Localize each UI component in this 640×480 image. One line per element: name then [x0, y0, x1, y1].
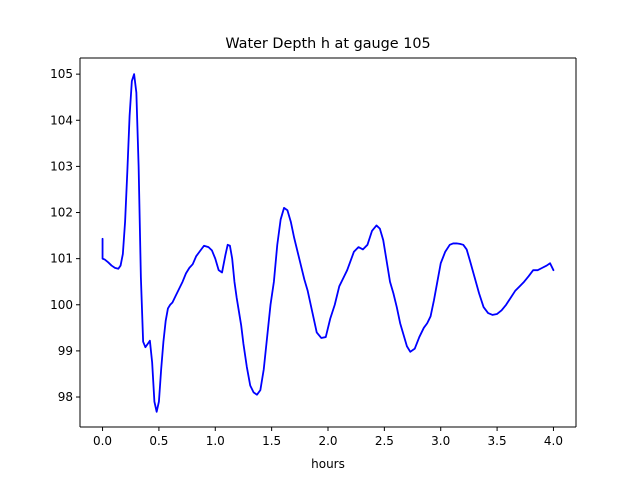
series-line-0 [101, 73, 555, 413]
y-tick-label: 98 [58, 390, 73, 404]
x-tick-label: 1.5 [262, 434, 281, 448]
x-axis-label: hours [311, 457, 345, 471]
x-tick-label: 3.5 [488, 434, 507, 448]
y-tick-label: 105 [50, 67, 73, 81]
y-tick-label: 102 [50, 206, 73, 220]
y-tick-label: 99 [58, 344, 73, 358]
x-tick-label: 3.0 [431, 434, 450, 448]
x-tick-label: 1.0 [206, 434, 225, 448]
x-tick-label: 4.0 [544, 434, 563, 448]
x-tick-label: 0.0 [93, 434, 112, 448]
x-tick-label: 2.5 [375, 434, 394, 448]
y-tick-label: 103 [50, 159, 73, 173]
y-tick-label: 104 [50, 113, 73, 127]
plot-area: 0.0 0.5 1.0 1.5 2.0 2.5 3.0 3.5 4.0 98 99 100 101 102… [50, 57, 577, 448]
x-tick-label: 0.5 [149, 434, 168, 448]
y-tick-label: 100 [50, 298, 73, 312]
x-tick-label: 2.0 [318, 434, 337, 448]
chart-title: Water Depth h at gauge 105 [225, 36, 430, 52]
y-tick-label: 101 [50, 252, 73, 266]
